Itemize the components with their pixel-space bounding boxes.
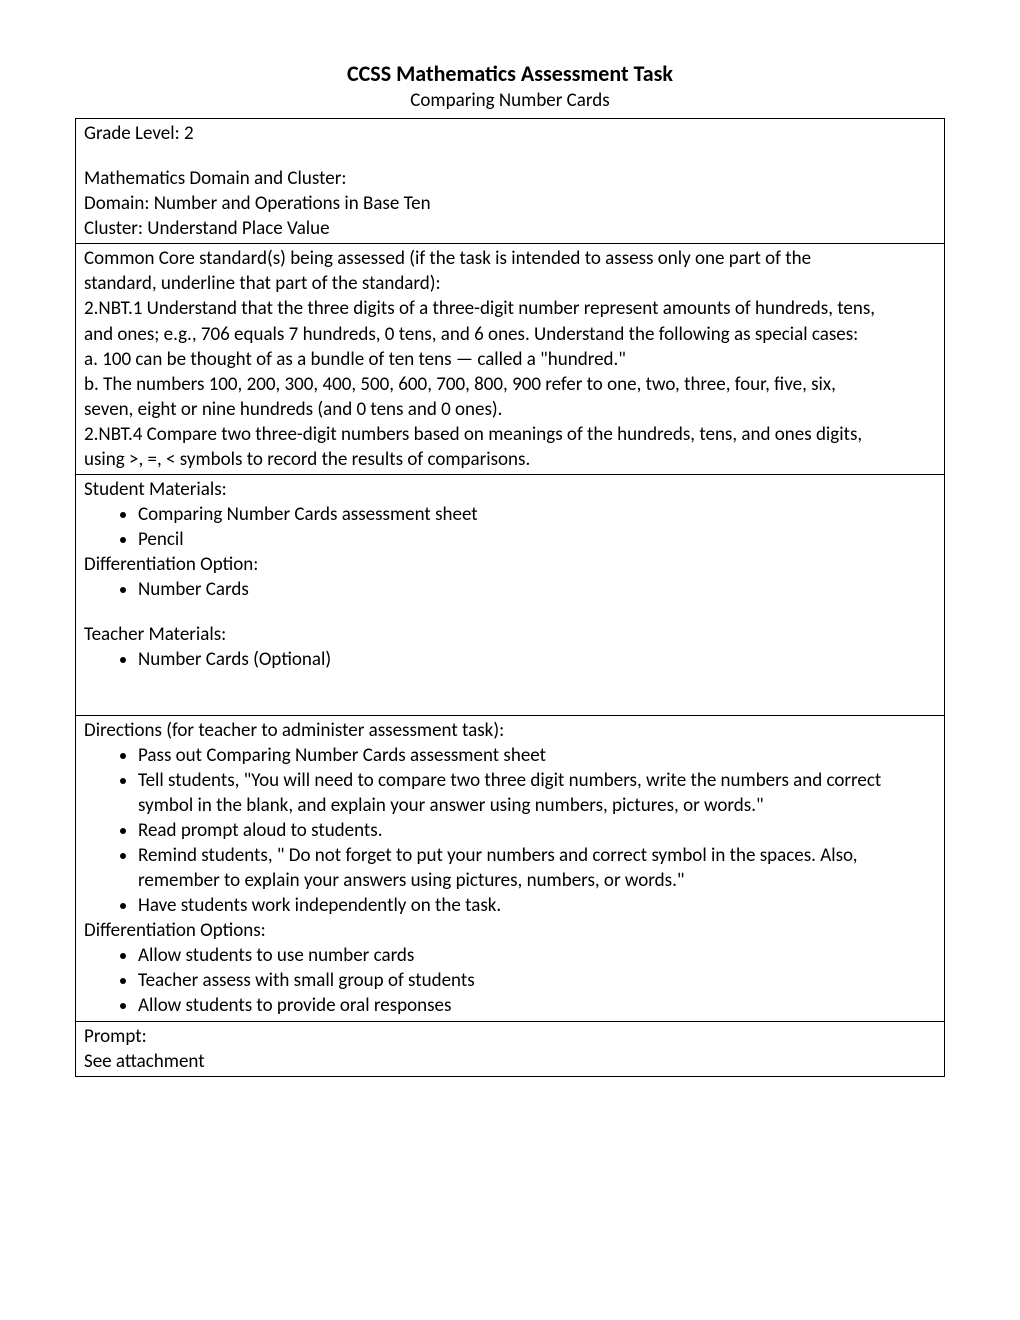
list-item: Pencil [138, 527, 936, 552]
standards-cell: Common Core standard(s) being assessed (… [76, 244, 945, 475]
standard-text: a. 100 can be thought of as a bundle of … [84, 347, 936, 372]
grade-cell: Grade Level: 2 Mathematics Domain and Cl… [76, 119, 945, 244]
standard-text: 2.NBT.4 Compare two three-digit numbers … [84, 422, 936, 447]
student-materials-heading: Student Materials: [84, 477, 936, 502]
list-item: Number Cards (Optional) [138, 647, 936, 672]
standard-text: and ones; e.g., 706 equals 7 hundreds, 0… [84, 322, 936, 347]
prompt-heading: Prompt: [84, 1024, 936, 1049]
domain-line: Domain: Number and Operations in Base Te… [84, 191, 936, 216]
standard-text: seven, eight or nine hundreds (and 0 ten… [84, 397, 936, 422]
differentiation-list: Number Cards [120, 577, 936, 602]
prompt-text: See attachment [84, 1049, 936, 1074]
materials-cell: Student Materials: Comparing Number Card… [76, 475, 945, 716]
list-item: Allow students to provide oral responses [138, 993, 936, 1018]
student-materials-list: Comparing Number Cards assessment sheet … [120, 502, 936, 552]
directions-list: Pass out Comparing Number Cards assessme… [120, 743, 936, 919]
standard-text: 2.NBT.1 Understand that the three digits… [84, 296, 936, 321]
table-row: Prompt: See attachment [76, 1021, 945, 1076]
standard-text: using >, =, < symbols to record the resu… [84, 447, 936, 472]
list-item: Remind students, " Do not forget to put … [138, 843, 936, 893]
domain-heading: Mathematics Domain and Cluster: [84, 166, 936, 191]
teacher-materials-list: Number Cards (Optional) [120, 647, 936, 672]
list-item: Have students work independently on the … [138, 893, 936, 918]
table-row: Student Materials: Comparing Number Card… [76, 475, 945, 716]
cluster-line: Cluster: Understand Place Value [84, 216, 936, 241]
list-item: Comparing Number Cards assessment sheet [138, 502, 936, 527]
differentiation-heading: Differentiation Option: [84, 552, 936, 577]
list-item: Pass out Comparing Number Cards assessme… [138, 743, 936, 768]
grade-line: Grade Level: 2 [84, 121, 936, 146]
page-subtitle: Comparing Number Cards [75, 89, 945, 112]
list-item: Tell students, "You will need to compare… [138, 768, 936, 818]
list-item: Teacher assess with small group of stude… [138, 968, 936, 993]
standards-intro: standard, underline that part of the sta… [84, 271, 936, 296]
page: CCSS Mathematics Assessment Task Compari… [0, 0, 1020, 1320]
directions-cell: Directions (for teacher to administer as… [76, 715, 945, 1021]
standards-intro: Common Core standard(s) being assessed (… [84, 246, 936, 271]
table-row: Grade Level: 2 Mathematics Domain and Cl… [76, 119, 945, 244]
page-title: CCSS Mathematics Assessment Task [75, 60, 945, 87]
differentiation-options-list: Allow students to use number cards Teach… [120, 943, 936, 1018]
teacher-materials-heading: Teacher Materials: [84, 622, 936, 647]
standard-text: b. The numbers 100, 200, 300, 400, 500, … [84, 372, 936, 397]
table-row: Directions (for teacher to administer as… [76, 715, 945, 1021]
assessment-table: Grade Level: 2 Mathematics Domain and Cl… [75, 118, 945, 1077]
directions-heading: Directions (for teacher to administer as… [84, 718, 936, 743]
list-item: Read prompt aloud to students. [138, 818, 936, 843]
prompt-cell: Prompt: See attachment [76, 1021, 945, 1076]
list-item: Allow students to use number cards [138, 943, 936, 968]
table-row: Common Core standard(s) being assessed (… [76, 244, 945, 475]
list-item: Number Cards [138, 577, 936, 602]
differentiation-options-heading: Differentiation Options: [84, 918, 936, 943]
